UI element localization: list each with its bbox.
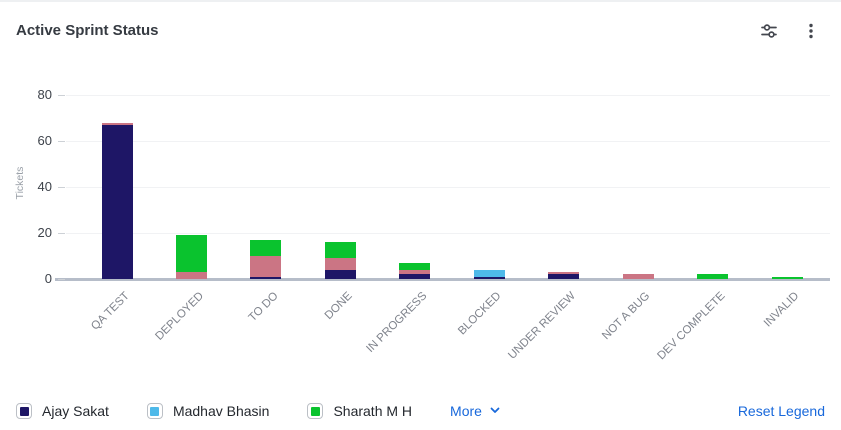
bar-segment[interactable] [325, 258, 356, 270]
legend-swatch-fill [150, 406, 160, 416]
y-axis-tick-label: 20 [37, 225, 52, 240]
x-axis-label: UNDER REVIEW [506, 290, 579, 362]
legend-swatch-fill [310, 406, 320, 416]
kebab-menu-icon [801, 21, 821, 46]
x-axis-label: INVALID [762, 290, 802, 330]
legend-swatch [16, 403, 32, 419]
bar-segment[interactable] [102, 122, 133, 125]
bar-segment[interactable] [548, 272, 579, 275]
bar-segment[interactable] [697, 274, 728, 279]
y-axis-tick-mark [58, 94, 65, 96]
legend-item-label: Ajay Sakat [42, 403, 109, 419]
x-axis-label: DEPLOYED [153, 290, 206, 343]
gridline [66, 140, 830, 142]
legend: Ajay Sakat Madhav Bhasin Sharath M H Mor… [16, 396, 825, 426]
y-axis-tick-mark [58, 186, 65, 188]
bar-segment[interactable] [772, 276, 803, 279]
x-axis-label: TO DO [246, 290, 281, 325]
bar-segment[interactable] [250, 256, 281, 277]
y-axis-tick-label: 0 [44, 271, 52, 286]
bar-segment[interactable] [474, 269, 505, 277]
legend-item-sharath-m-h[interactable]: Sharath M H [307, 403, 412, 419]
legend-more-link[interactable]: More [450, 403, 502, 420]
x-axis-label: DEV COMPLETE [654, 290, 728, 363]
gridline [66, 186, 830, 188]
x-axis-baseline [55, 278, 830, 281]
reset-legend-link[interactable]: Reset Legend [737, 403, 825, 419]
gridline [66, 232, 830, 234]
y-axis-tick-mark [58, 278, 65, 280]
bar-segment[interactable] [548, 274, 579, 279]
legend-item-label: Sharath M H [333, 403, 413, 419]
bar-segment[interactable] [623, 274, 654, 279]
page-title: Active Sprint Status [16, 22, 159, 39]
legend-item-madhav-bhasin[interactable]: Madhav Bhasin [146, 403, 270, 419]
bar-segment[interactable] [399, 262, 430, 270]
bar-segment[interactable] [474, 276, 505, 279]
chevron-down-icon [488, 403, 502, 420]
chart-settings-button[interactable] [756, 20, 782, 46]
bar-segment[interactable] [325, 269, 356, 279]
more-options-button[interactable] [798, 20, 824, 46]
y-axis-tick-label: 60 [37, 133, 52, 148]
x-axis-label: BLOCKED [456, 290, 504, 338]
x-axis-label: NOT A BUG [600, 290, 653, 343]
bar-segment[interactable] [250, 239, 281, 256]
y-axis-tick-label: 40 [37, 179, 52, 194]
gridline [66, 94, 830, 96]
legend-item-ajay-sakat[interactable]: Ajay Sakat [16, 403, 109, 419]
bar-segment[interactable] [399, 274, 430, 279]
y-axis-tick-label: 80 [37, 87, 52, 102]
x-axis-label: QA TEST [88, 290, 132, 333]
y-axis-tick-mark [58, 140, 65, 142]
x-axis-label: DONE [322, 290, 355, 322]
x-axis-label: IN PROGRESS [364, 290, 430, 355]
legend-swatch [146, 403, 163, 419]
bar-segment[interactable] [102, 124, 133, 279]
legend-item-label: Madhav Bhasin [172, 403, 270, 419]
legend-more-label: More [450, 403, 482, 419]
legend-swatch-fill [19, 406, 29, 416]
bar-segment[interactable] [176, 272, 207, 279]
y-axis-tick-mark [58, 232, 65, 234]
legend-swatch [307, 403, 324, 419]
bar-segment[interactable] [325, 242, 356, 259]
filter-sliders-icon [759, 21, 779, 46]
bar-segment[interactable] [399, 269, 430, 275]
bar-segment[interactable] [250, 276, 281, 279]
bar-segment[interactable] [176, 235, 207, 273]
